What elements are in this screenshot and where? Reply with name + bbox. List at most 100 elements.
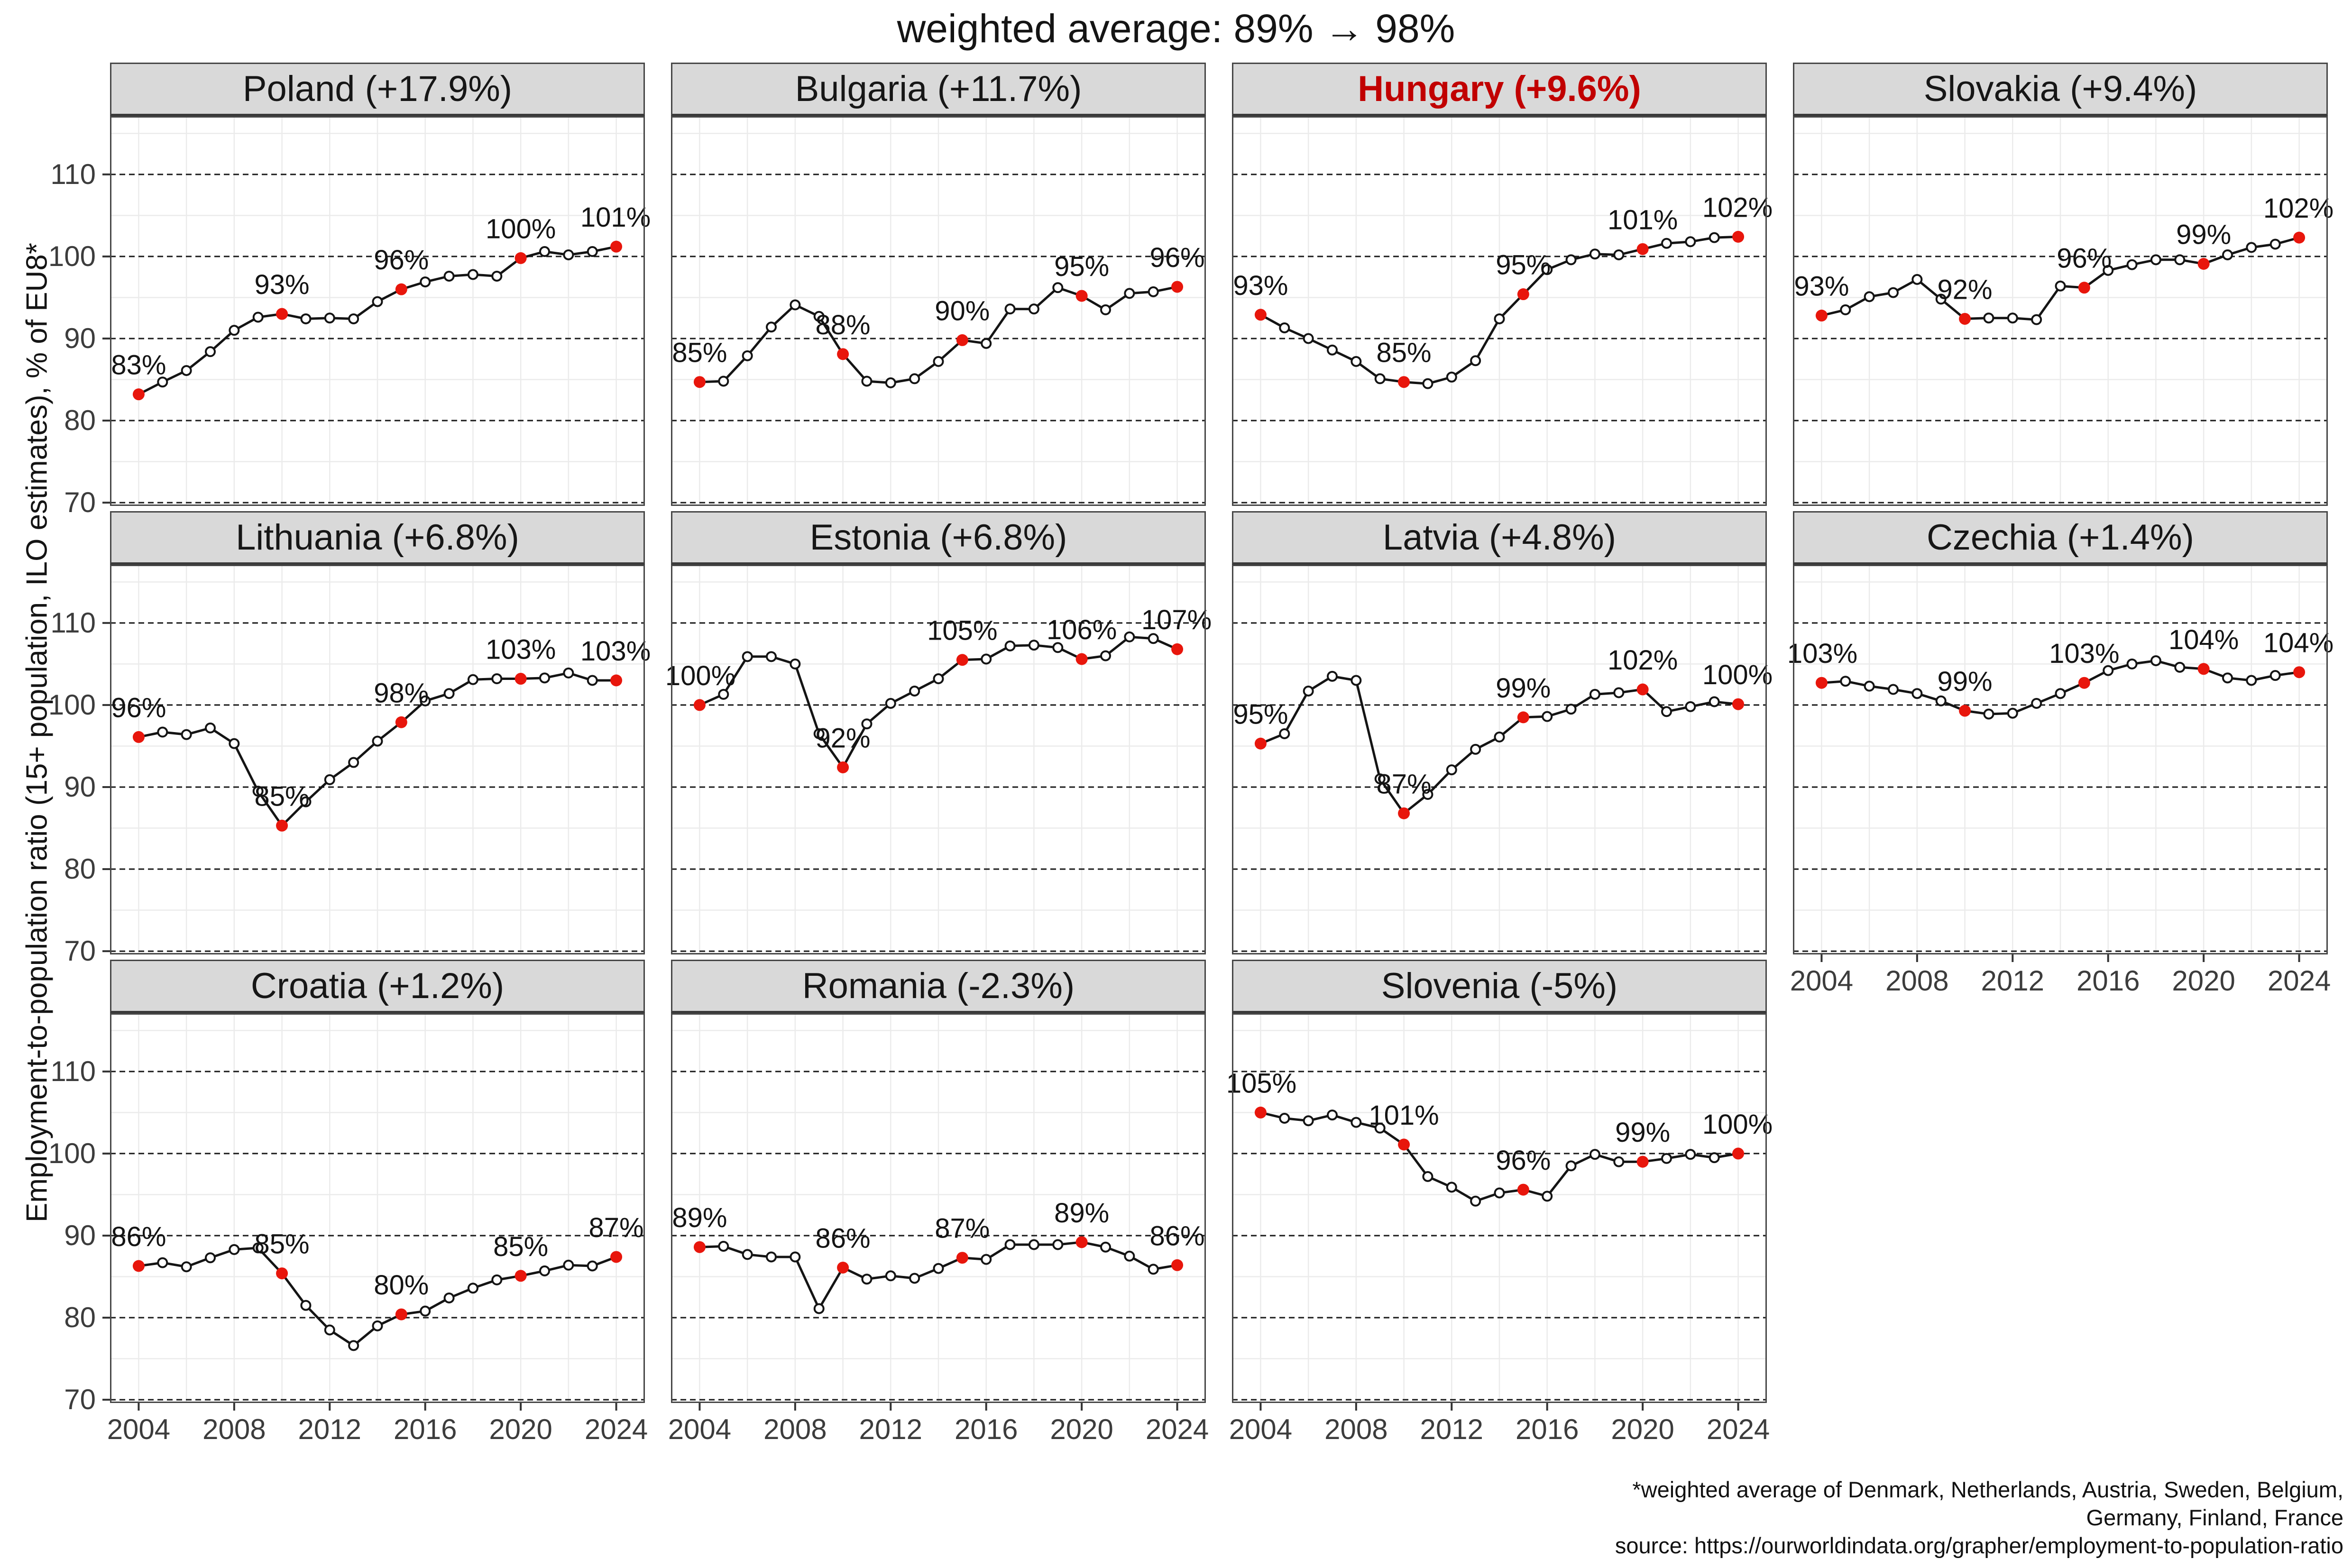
highlight-point [693,1241,706,1253]
data-point [1422,1171,1433,1182]
point-labels: 103% 99% 103% 104% 104% [1787,624,2334,697]
point-label: 99% [1496,673,1551,704]
data-point [491,270,503,282]
data-point [1374,373,1386,385]
data-point [813,728,825,739]
data-point [981,1254,992,1265]
data-point [1004,640,1016,651]
panel-border [671,116,1206,506]
point-label: 95% [1054,251,1109,282]
highlight-point [1636,1155,1649,1168]
data-point [766,321,777,333]
highlight-point [514,673,527,685]
data-point [157,1257,168,1268]
panel-border [110,116,645,506]
panel-plot-croatia: 86% 85% 80% 85% 87% 2004 2008 2012 2016 2020 2024 1… [48,1013,648,1445]
data-points [718,1239,1159,1314]
panel-lithuania: Lithuania (+6.8%) 96% 85% 98% 103% 103% 110 100… [48,511,651,967]
point-labels: 93% 92% 96% 99% 102% [1794,193,2334,305]
y-tick-label: 70 [64,935,96,967]
data-point [1685,1149,1696,1160]
point-labels: 89% 86% 87% 89% 86% [672,1198,1204,1254]
point-label: 86% [111,1221,166,1252]
data-point [1661,706,1672,717]
highlight-points [1815,663,2306,717]
highlight-points [693,1236,1184,1274]
x-tick-label: 2004 [1229,1413,1292,1445]
highlight-point [1517,288,1529,301]
point-label: 95% [1496,250,1551,281]
data-point [861,1274,873,1285]
data-point [1542,1191,1553,1202]
dashed-gridlines [671,1071,1206,1401]
highlight-point [610,240,623,253]
data-point [2150,655,2161,666]
dashed-gridlines [110,622,645,952]
highlight-point [395,716,407,728]
data-point [1124,1250,1135,1262]
panel-slovakia: Slovakia (+9.4%) 93% 92% 96% 99% 102% [1793,63,2334,506]
highlight-point [1732,698,1745,710]
highlight-point [1171,643,1184,655]
data-point [1589,248,1600,260]
data-point [1613,1156,1625,1167]
highlight-point [514,252,527,264]
panel-plot-slovenia: 105%101%96%99% 100%2004 2008 2012 2016 2020 20… [1226,1013,1773,1445]
data-point [2126,259,2138,270]
data-point [539,246,550,257]
data-point [1685,701,1696,712]
data-point [467,674,478,685]
data-point [1709,696,1720,707]
data-point [909,1273,920,1284]
data-point [348,1340,359,1351]
data-point [420,695,431,706]
data-point [420,276,431,288]
data-point [1100,1241,1111,1253]
dashed-gridlines [1793,174,2328,504]
data-point [539,1265,550,1276]
highlight-point [1636,243,1649,255]
highlight-point [1254,309,1267,321]
x-tick-label: 2016 [394,1413,457,1445]
highlight-points [1815,231,2306,325]
data-point [933,356,944,367]
data-point [1589,688,1600,700]
panel-plot-czechia: 103%99%103% 104% 104% 2004 2008 2012 2016 2020 2… [1787,565,2334,997]
highlight-point [1254,1106,1267,1119]
data-point [252,312,264,323]
data-point [2103,265,2114,276]
data-point [1542,264,1553,275]
data-point [1983,708,1994,720]
y-tick-label: 80 [64,404,96,436]
highlight-points [693,643,1184,773]
x-tick-label: 2024 [585,1413,648,1445]
dashed-gridlines [1232,1071,1767,1401]
point-label: 85% [255,781,310,812]
highlight-point [1075,1236,1088,1248]
data-point [1709,1152,1720,1164]
data-point [1446,1182,1457,1193]
x-tick-label: 2016 [1516,1413,1579,1445]
highlight-points [1254,1106,1745,1196]
data-point [1565,1160,1577,1172]
point-label: 103% [580,636,651,667]
data-point [1351,356,1362,367]
data-point [491,673,503,685]
highlight-point [956,654,968,666]
highlight-point [1517,1183,1529,1196]
data-point [1148,286,1159,297]
highlight-point [693,376,706,388]
data-point [181,729,192,740]
point-label: 87% [935,1213,990,1244]
data-point [563,1259,574,1271]
data-point [1542,711,1553,722]
panel-title-romania: Romania (-2.3%) [802,966,1075,1006]
data-point [539,672,550,684]
x-tick-label: 2020 [2172,965,2235,997]
x-axis: 2004 2008 2012 2016 2020 2024 [1790,954,2331,997]
point-label: 80% [374,1270,429,1301]
y-tick-label: 80 [64,1302,96,1333]
highlight-point [956,1252,968,1264]
data-point [1661,1153,1672,1164]
highlight-point [1517,711,1529,724]
